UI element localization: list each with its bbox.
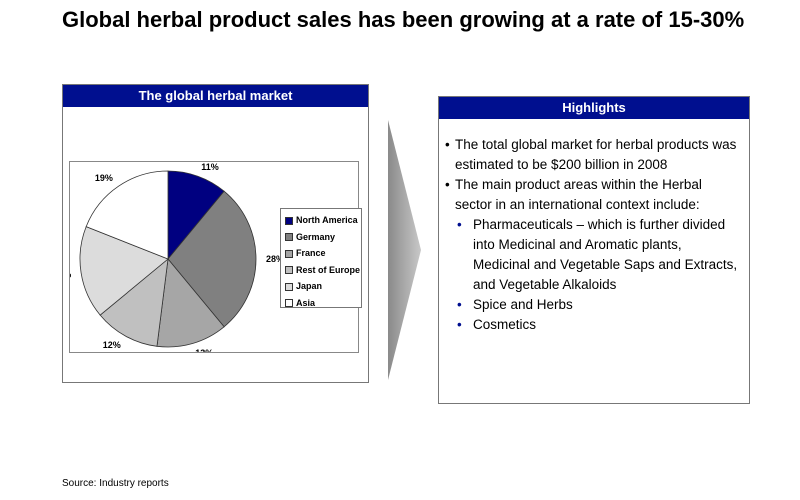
pie-slice-france [156,258,225,348]
chart-legend: North America Germany France Rest of Europe… [280,208,362,308]
pie-chart-frame: 11% 28% 13% 12% 17% 19% North America Germany F… [69,161,362,353]
pie-data-label: 12% [103,340,121,350]
bullet-mark: • [445,137,450,152]
legend-swatch [285,233,293,242]
legend-item: Germany [285,229,361,246]
legend-item: France [285,245,361,262]
legend-label: Japan [296,281,323,291]
legend-item: Japan [285,278,361,295]
source-note: Source: Industry reports [62,478,169,489]
pie-chart: 11% 28% 13% 12% 17% 19% [70,162,284,352]
legend-swatch [285,266,293,275]
legend-label: Rest of Europe [296,264,361,275]
highlight-sub-bullet: • Cosmetics [445,315,739,335]
pie-data-label: 11% [201,162,219,172]
legend-label: North America [296,215,358,225]
pie-data-label: 17% [70,269,71,279]
sub-bullet-text: Cosmetics [473,317,537,332]
highlight-bullet: • The main product areas within the Herb… [445,175,739,215]
sub-bullet-mark: • [457,217,462,232]
legend-swatch [285,249,293,258]
pie-data-label: 13% [195,348,213,352]
sub-bullet-mark: • [457,317,462,332]
sub-bullet-text: Pharmaceuticals – which is further divid… [473,217,738,292]
pie-data-label: 19% [95,173,113,183]
chevron-arrow-icon [388,120,421,380]
pie-slice-rest-of-europe [99,258,169,347]
panel-header: Highlights [439,97,749,119]
page-title: Global herbal product sales has been gro… [62,7,745,32]
bullet-text: The main product areas within the Herbal… [455,177,702,212]
bullet-mark: • [445,177,450,192]
legend-item: North America [285,212,361,229]
legend-label: Asia [296,297,316,308]
legend-item: Asia [285,295,361,312]
pie-slice-japan [79,226,169,316]
highlights-list: • The total global market for herbal pro… [439,119,749,335]
sub-bullet-mark: • [457,297,462,312]
legend-swatch [285,282,293,291]
panel-header: The global herbal market [63,85,368,107]
highlight-sub-bullet: • Pharmaceuticals – which is further div… [445,215,739,295]
pie-slice-germany [167,190,257,328]
highlight-bullet: • The total global market for herbal pro… [445,135,739,175]
bullet-text: The total global market for herbal produ… [455,137,737,172]
legend-label: France [296,248,326,258]
legend-label: Germany [296,231,336,242]
sub-bullet-text: Spice and Herbs [473,297,573,312]
pie-slice-asia [85,170,169,260]
legend-swatch [285,216,293,225]
pie-data-label: 28% [266,254,284,264]
global-herbal-market-panel: The global herbal market 11% 28% 13% 12% 17%… [62,84,369,383]
highlights-panel: Highlights • The total global market for… [438,96,750,404]
highlight-sub-bullet: • Spice and Herbs [445,295,739,315]
legend-swatch [285,299,293,308]
legend-item: Rest of Europe [285,262,361,279]
